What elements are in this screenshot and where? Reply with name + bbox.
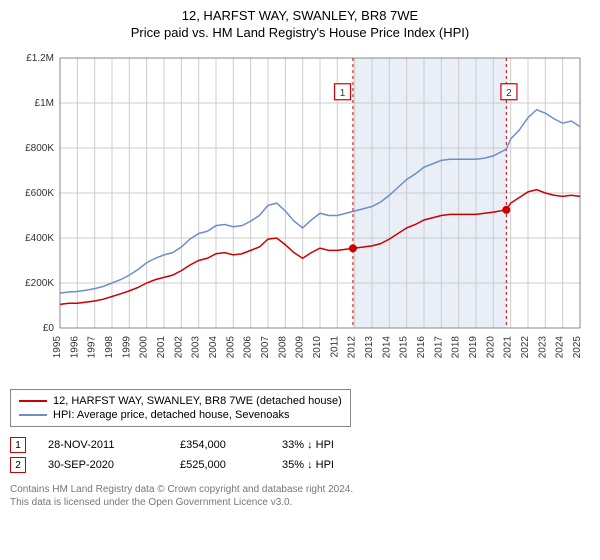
svg-text:2018: 2018 (451, 336, 462, 359)
svg-text:2019: 2019 (468, 336, 479, 359)
svg-text:2015: 2015 (399, 336, 410, 359)
transaction-marker: 2 (10, 457, 26, 473)
chart-container: 12, HARFST WAY, SWANLEY, BR8 7WE Price p… (0, 0, 600, 515)
footer-attribution: Contains HM Land Registry data © Crown c… (10, 483, 590, 509)
svg-text:£0: £0 (43, 323, 55, 334)
chart-plot-area: £0 £200K £400K £600K £800K £1M £1.2M 1995 1996 19… (10, 48, 590, 383)
svg-text:2007: 2007 (260, 336, 271, 359)
svg-text:2025: 2025 (572, 336, 583, 359)
legend-swatch (19, 414, 47, 416)
svg-text:1997: 1997 (87, 336, 98, 359)
svg-text:2000: 2000 (139, 336, 150, 359)
svg-text:2: 2 (506, 88, 512, 99)
svg-text:£1M: £1M (35, 98, 54, 109)
legend-label: 12, HARFST WAY, SWANLEY, BR8 7WE (detach… (53, 395, 342, 407)
svg-text:2017: 2017 (433, 336, 444, 359)
transaction-marker: 1 (10, 437, 26, 453)
svg-text:2008: 2008 (277, 336, 288, 359)
svg-text:2009: 2009 (295, 336, 306, 359)
svg-text:2022: 2022 (520, 336, 531, 359)
svg-text:2014: 2014 (381, 336, 392, 359)
transaction-row: 1 28-NOV-2011 £354,000 33% ↓ HPI (10, 435, 590, 455)
svg-text:£600K: £600K (25, 188, 54, 199)
svg-text:2021: 2021 (503, 336, 514, 359)
svg-text:2013: 2013 (364, 336, 375, 359)
chart-svg: £0 £200K £400K £600K £800K £1M £1.2M 1995 1996 19… (10, 48, 590, 378)
svg-text:£800K: £800K (25, 143, 54, 154)
svg-text:2002: 2002 (173, 336, 184, 359)
svg-text:2020: 2020 (485, 336, 496, 359)
svg-text:£1.2M: £1.2M (26, 53, 54, 64)
legend-row: HPI: Average price, detached house, Seve… (19, 408, 342, 422)
chart-title: 12, HARFST WAY, SWANLEY, BR8 7WE (10, 8, 590, 23)
svg-text:1998: 1998 (104, 336, 115, 359)
svg-text:2010: 2010 (312, 336, 323, 359)
svg-text:1: 1 (340, 88, 346, 99)
svg-text:2001: 2001 (156, 336, 167, 359)
legend-label: HPI: Average price, detached house, Seve… (53, 409, 289, 421)
legend-box: 12, HARFST WAY, SWANLEY, BR8 7WE (detach… (10, 389, 351, 427)
svg-text:2006: 2006 (243, 336, 254, 359)
legend-row: 12, HARFST WAY, SWANLEY, BR8 7WE (detach… (19, 394, 342, 408)
chart-subtitle: Price paid vs. HM Land Registry's House … (10, 25, 590, 40)
svg-text:1996: 1996 (69, 336, 80, 359)
footer-line-1: Contains HM Land Registry data © Crown c… (10, 483, 590, 496)
svg-text:2012: 2012 (347, 336, 358, 359)
transaction-pct: 33% ↓ HPI (282, 439, 372, 451)
svg-text:£400K: £400K (25, 233, 54, 244)
svg-text:2023: 2023 (537, 336, 548, 359)
transaction-date: 28-NOV-2011 (48, 439, 158, 451)
transaction-pct: 35% ↓ HPI (282, 459, 372, 471)
transaction-price: £354,000 (180, 439, 260, 451)
transaction-row: 2 30-SEP-2020 £525,000 35% ↓ HPI (10, 455, 590, 475)
transactions-table: 1 28-NOV-2011 £354,000 33% ↓ HPI 2 30-SEP-202… (10, 435, 590, 475)
svg-text:1999: 1999 (121, 336, 132, 359)
footer-line-2: This data is licensed under the Open Gov… (10, 496, 590, 509)
svg-text:2005: 2005 (225, 336, 236, 359)
svg-text:2024: 2024 (555, 336, 566, 359)
transaction-price: £525,000 (180, 459, 260, 471)
svg-text:2016: 2016 (416, 336, 427, 359)
legend-swatch (19, 400, 47, 402)
svg-text:2004: 2004 (208, 336, 219, 359)
transaction-date: 30-SEP-2020 (48, 459, 158, 471)
svg-text:2011: 2011 (329, 336, 340, 358)
svg-text:2003: 2003 (191, 336, 202, 359)
svg-text:1995: 1995 (52, 336, 63, 359)
svg-text:£200K: £200K (25, 278, 54, 289)
